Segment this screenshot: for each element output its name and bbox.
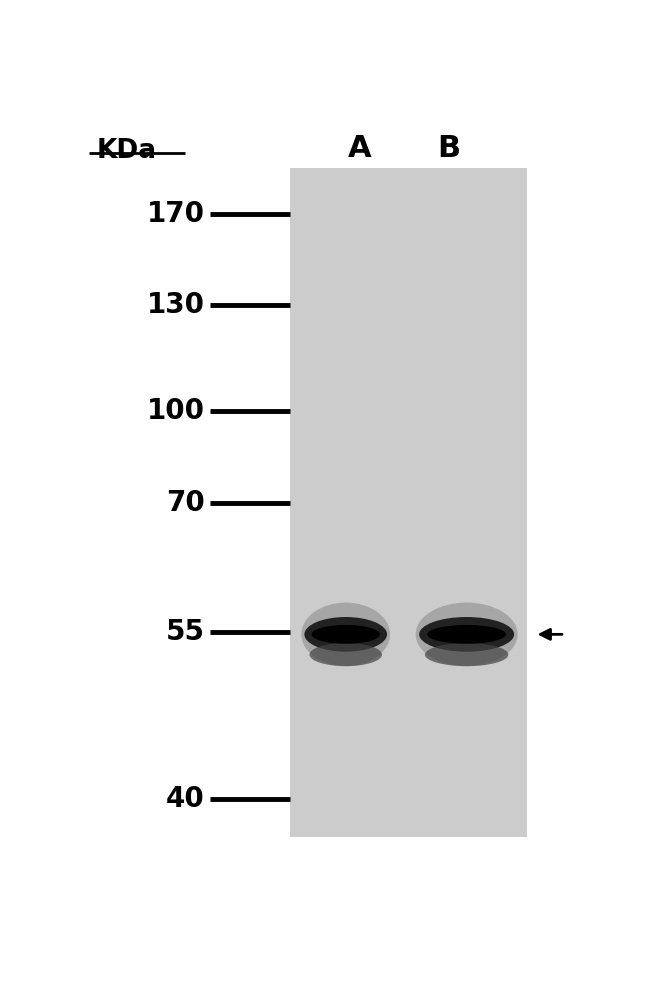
Text: 40: 40 <box>166 785 205 813</box>
Text: 100: 100 <box>147 397 205 426</box>
Text: B: B <box>437 134 461 163</box>
Ellipse shape <box>311 625 380 644</box>
Ellipse shape <box>302 603 390 666</box>
Text: 170: 170 <box>147 200 205 227</box>
Text: A: A <box>348 134 372 163</box>
Text: 55: 55 <box>166 618 205 646</box>
Ellipse shape <box>427 625 506 644</box>
Ellipse shape <box>415 603 517 666</box>
Text: 130: 130 <box>147 290 205 319</box>
Ellipse shape <box>419 618 514 652</box>
Bar <box>291 168 527 838</box>
Ellipse shape <box>309 643 382 666</box>
Text: KDa: KDa <box>97 137 157 164</box>
Ellipse shape <box>304 618 387 652</box>
Text: 70: 70 <box>166 489 205 517</box>
Ellipse shape <box>425 643 508 666</box>
